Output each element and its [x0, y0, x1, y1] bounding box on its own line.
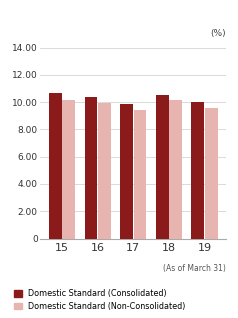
Bar	[62, 100, 75, 238]
Bar	[191, 102, 204, 238]
Bar	[205, 108, 218, 238]
Bar	[84, 97, 97, 238]
Legend: Domestic Standard (Consolidated), Domestic Standard (Non-Consolidated): Domestic Standard (Consolidated), Domest…	[14, 289, 185, 311]
Bar	[169, 100, 182, 238]
Bar	[156, 95, 169, 238]
Bar	[134, 110, 146, 238]
Text: (%): (%)	[210, 29, 226, 38]
Bar	[98, 103, 111, 238]
Bar	[49, 93, 62, 238]
Text: (As of March 31): (As of March 31)	[163, 264, 226, 273]
Bar	[120, 104, 133, 238]
Text: Capital Adequacy Ratio: Capital Adequacy Ratio	[46, 7, 192, 20]
